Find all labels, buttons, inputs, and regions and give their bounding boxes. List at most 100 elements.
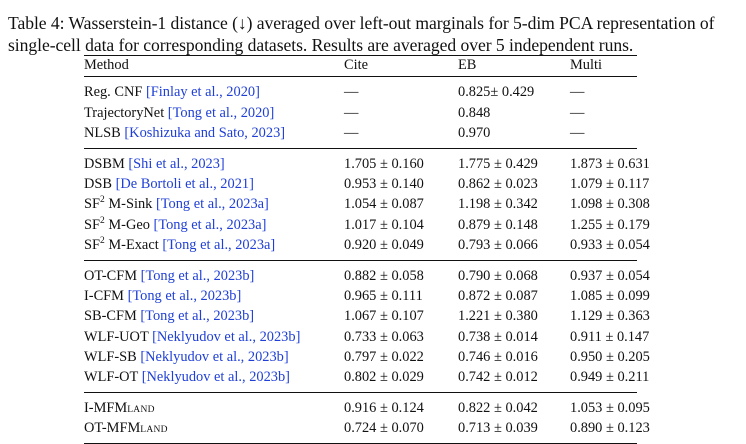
results-table: Method Cite EB Multi Reg. CNF [Finlay et… (84, 55, 650, 444)
method-superscript: 2 (100, 215, 105, 226)
value-eb: 0.879 ± 0.148 (458, 216, 538, 233)
method-name: TrajectoryNet (84, 104, 168, 121)
value-eb: 0.746 ± 0.016 (458, 349, 538, 366)
value-multi: 0.933 ± 0.054 (570, 237, 650, 254)
method-name: WLF-SB (84, 349, 141, 366)
table-row: I-MFMLAND 0.916 ± 0.124 0.822 ± 0.042 1.053… (84, 398, 650, 420)
value-multi: 0.937 ± 0.054 (570, 267, 650, 284)
value-cite: 0.724 ± 0.070 (344, 420, 424, 437)
method-name: DSBM (84, 155, 129, 172)
method-cell: SF2 M-Exact [Tong et al., 2023a] (84, 235, 275, 255)
table-row: I-CFM [Tong et al., 2023b] 0.965 ± 0.111 0… (84, 286, 650, 306)
citation-link: [Tong et al., 2023a] (162, 237, 276, 254)
method-superscript: 2 (100, 195, 105, 206)
table-row: OT-MFMLAND 0.724 ± 0.070 0.713 ± 0.039 0.89… (84, 418, 650, 440)
value-eb: 0.790 ± 0.068 (458, 267, 538, 284)
table-row: WLF-OT [Neklyudov et al., 2023b] 0.802 ± … (84, 367, 649, 387)
value-multi: 1.098 ± 0.308 (570, 196, 650, 213)
method-cell: I-MFMLAND (84, 398, 155, 420)
value-cite: — (344, 104, 359, 121)
method-cell: SF2 M-Sink [Tong et al., 2023a] (84, 194, 269, 214)
method-cell: OT-CFM [Tong et al., 2023b] (84, 266, 254, 286)
method-cell: NLSB [Koshizuka and Sato, 2023] (84, 123, 285, 143)
header-method: Method (84, 57, 129, 73)
table-top-rule (84, 55, 637, 56)
value-eb: 1.221 ± 0.380 (458, 308, 538, 325)
value-cite: 0.916 ± 0.124 (344, 399, 424, 416)
table-row: OT-CFM [Tong et al., 2023b] 0.882 ± 0.058… (84, 266, 650, 286)
value-eb: 0.862 ± 0.023 (458, 175, 538, 192)
value-multi: 1.085 ± 0.099 (570, 287, 650, 304)
table-row: SF2 M-Geo [Tong et al., 2023a] 1.017 ± 0.… (84, 215, 650, 235)
value-eb: 0.970 (458, 125, 491, 142)
citation-link: [Neklyudov et al., 2023b] (141, 369, 290, 386)
method-name-suffix: M-Exact (104, 237, 163, 254)
value-eb: 1.198 ± 0.342 (458, 196, 538, 213)
citation-link: [Neklyudov et al., 2023b] (152, 328, 301, 345)
value-cite: 0.882 ± 0.058 (344, 267, 424, 284)
value-cite: 0.953 ± 0.140 (344, 175, 424, 192)
value-cite: — (344, 84, 359, 101)
value-cite: 0.802 ± 0.029 (344, 369, 424, 386)
method-cell: DSB [De Bortoli et al., 2021] (84, 174, 254, 194)
method-cell: I-CFM [Tong et al., 2023b] (84, 286, 241, 306)
value-cite: 0.733 ± 0.063 (344, 328, 424, 345)
method-name: WLF-UOT (84, 328, 153, 345)
value-multi: 1.873 ± 0.631 (570, 155, 650, 172)
table-row: SF2 M-Sink [Tong et al., 2023a] 1.054 ± 0… (84, 194, 650, 214)
value-cite: 1.067 ± 0.107 (344, 308, 424, 325)
method-name-suffix: M-Sink (104, 196, 156, 213)
citation-link: [Tong et al., 2023a] (155, 196, 269, 213)
citation-link: [Koshizuka and Sato, 2023] (124, 125, 286, 142)
value-eb: 1.775 ± 0.429 (458, 155, 538, 172)
value-eb: 0.793 ± 0.066 (458, 237, 538, 254)
method-name: SF (84, 196, 101, 213)
value-multi: — (570, 84, 585, 101)
table-row: SF2 M-Exact [Tong et al., 2023a] 0.920 ± … (84, 235, 650, 255)
value-multi: 1.053 ± 0.095 (570, 399, 650, 416)
method-name-suffix: M-Geo (104, 216, 154, 233)
method-cell: DSBM [Shi et al., 2023] (84, 154, 225, 174)
method-name: OT-MFM (84, 420, 141, 437)
table-group: DSBM [Shi et al., 2023] 1.705 ± 0.160 1.77… (84, 149, 650, 261)
table-group: Reg. CNF [Finlay et al., 2020] — 0.825± 0.… (84, 77, 637, 149)
value-cite: 1.054 ± 0.087 (344, 196, 424, 213)
method-name: I-CFM (84, 287, 128, 304)
method-cell: SB-CFM [Tong et al., 2023b] (84, 306, 254, 326)
method-cell: SF2 M-Geo [Tong et al., 2023a] (84, 215, 266, 235)
method-name: I-MFM (84, 399, 128, 416)
table-row: Reg. CNF [Finlay et al., 2020] — 0.825± 0.… (84, 82, 637, 102)
value-eb: 0.848 (458, 104, 491, 121)
value-cite: 0.965 ± 0.111 (344, 287, 423, 304)
method-name: NLSB (84, 125, 125, 142)
method-name: SB-CFM (84, 308, 141, 325)
header-multi: Multi (570, 57, 602, 73)
method-name: Reg. CNF (84, 84, 146, 101)
citation-link: [Tong et al., 2023b] (140, 267, 255, 284)
value-eb: 0.713 ± 0.039 (458, 420, 538, 437)
citation-link: [De Bortoli et al., 2021] (115, 175, 254, 192)
group-rule (84, 147, 637, 149)
value-cite: 1.705 ± 0.160 (344, 155, 424, 172)
table-row: SB-CFM [Tong et al., 2023b] 1.067 ± 0.107… (84, 306, 650, 326)
method-cell: WLF-SB [Neklyudov et al., 2023b] (84, 347, 289, 367)
method-cell: OT-MFMLAND (84, 418, 168, 440)
method-superscript: 2 (100, 236, 105, 247)
table-row: DSBM [Shi et al., 2023] 1.705 ± 0.160 1.77… (84, 154, 650, 174)
citation-link: [Neklyudov et al., 2023b] (140, 349, 289, 366)
value-eb: 0.872 ± 0.087 (458, 287, 538, 304)
value-multi: 1.255 ± 0.179 (570, 216, 650, 233)
value-multi: 0.911 ± 0.147 (570, 328, 650, 345)
value-eb: 0.825± 0.429 (458, 84, 535, 101)
method-name: SF (84, 216, 101, 233)
method-name: OT-CFM (84, 267, 141, 284)
method-subscript: LAND (140, 425, 168, 436)
header-eb: EB (458, 57, 477, 73)
value-cite: 0.920 ± 0.049 (344, 237, 424, 254)
table-row: NLSB [Koshizuka and Sato, 2023] — 0.970 — (84, 123, 637, 143)
table-header-row: Method Cite EB Multi (84, 56, 637, 76)
citation-link: [Tong et al., 2023a] (153, 216, 267, 233)
method-name: DSB (84, 175, 116, 192)
method-subscript: LAND (127, 404, 155, 415)
citation-link: [Finlay et al., 2020] (145, 84, 260, 101)
